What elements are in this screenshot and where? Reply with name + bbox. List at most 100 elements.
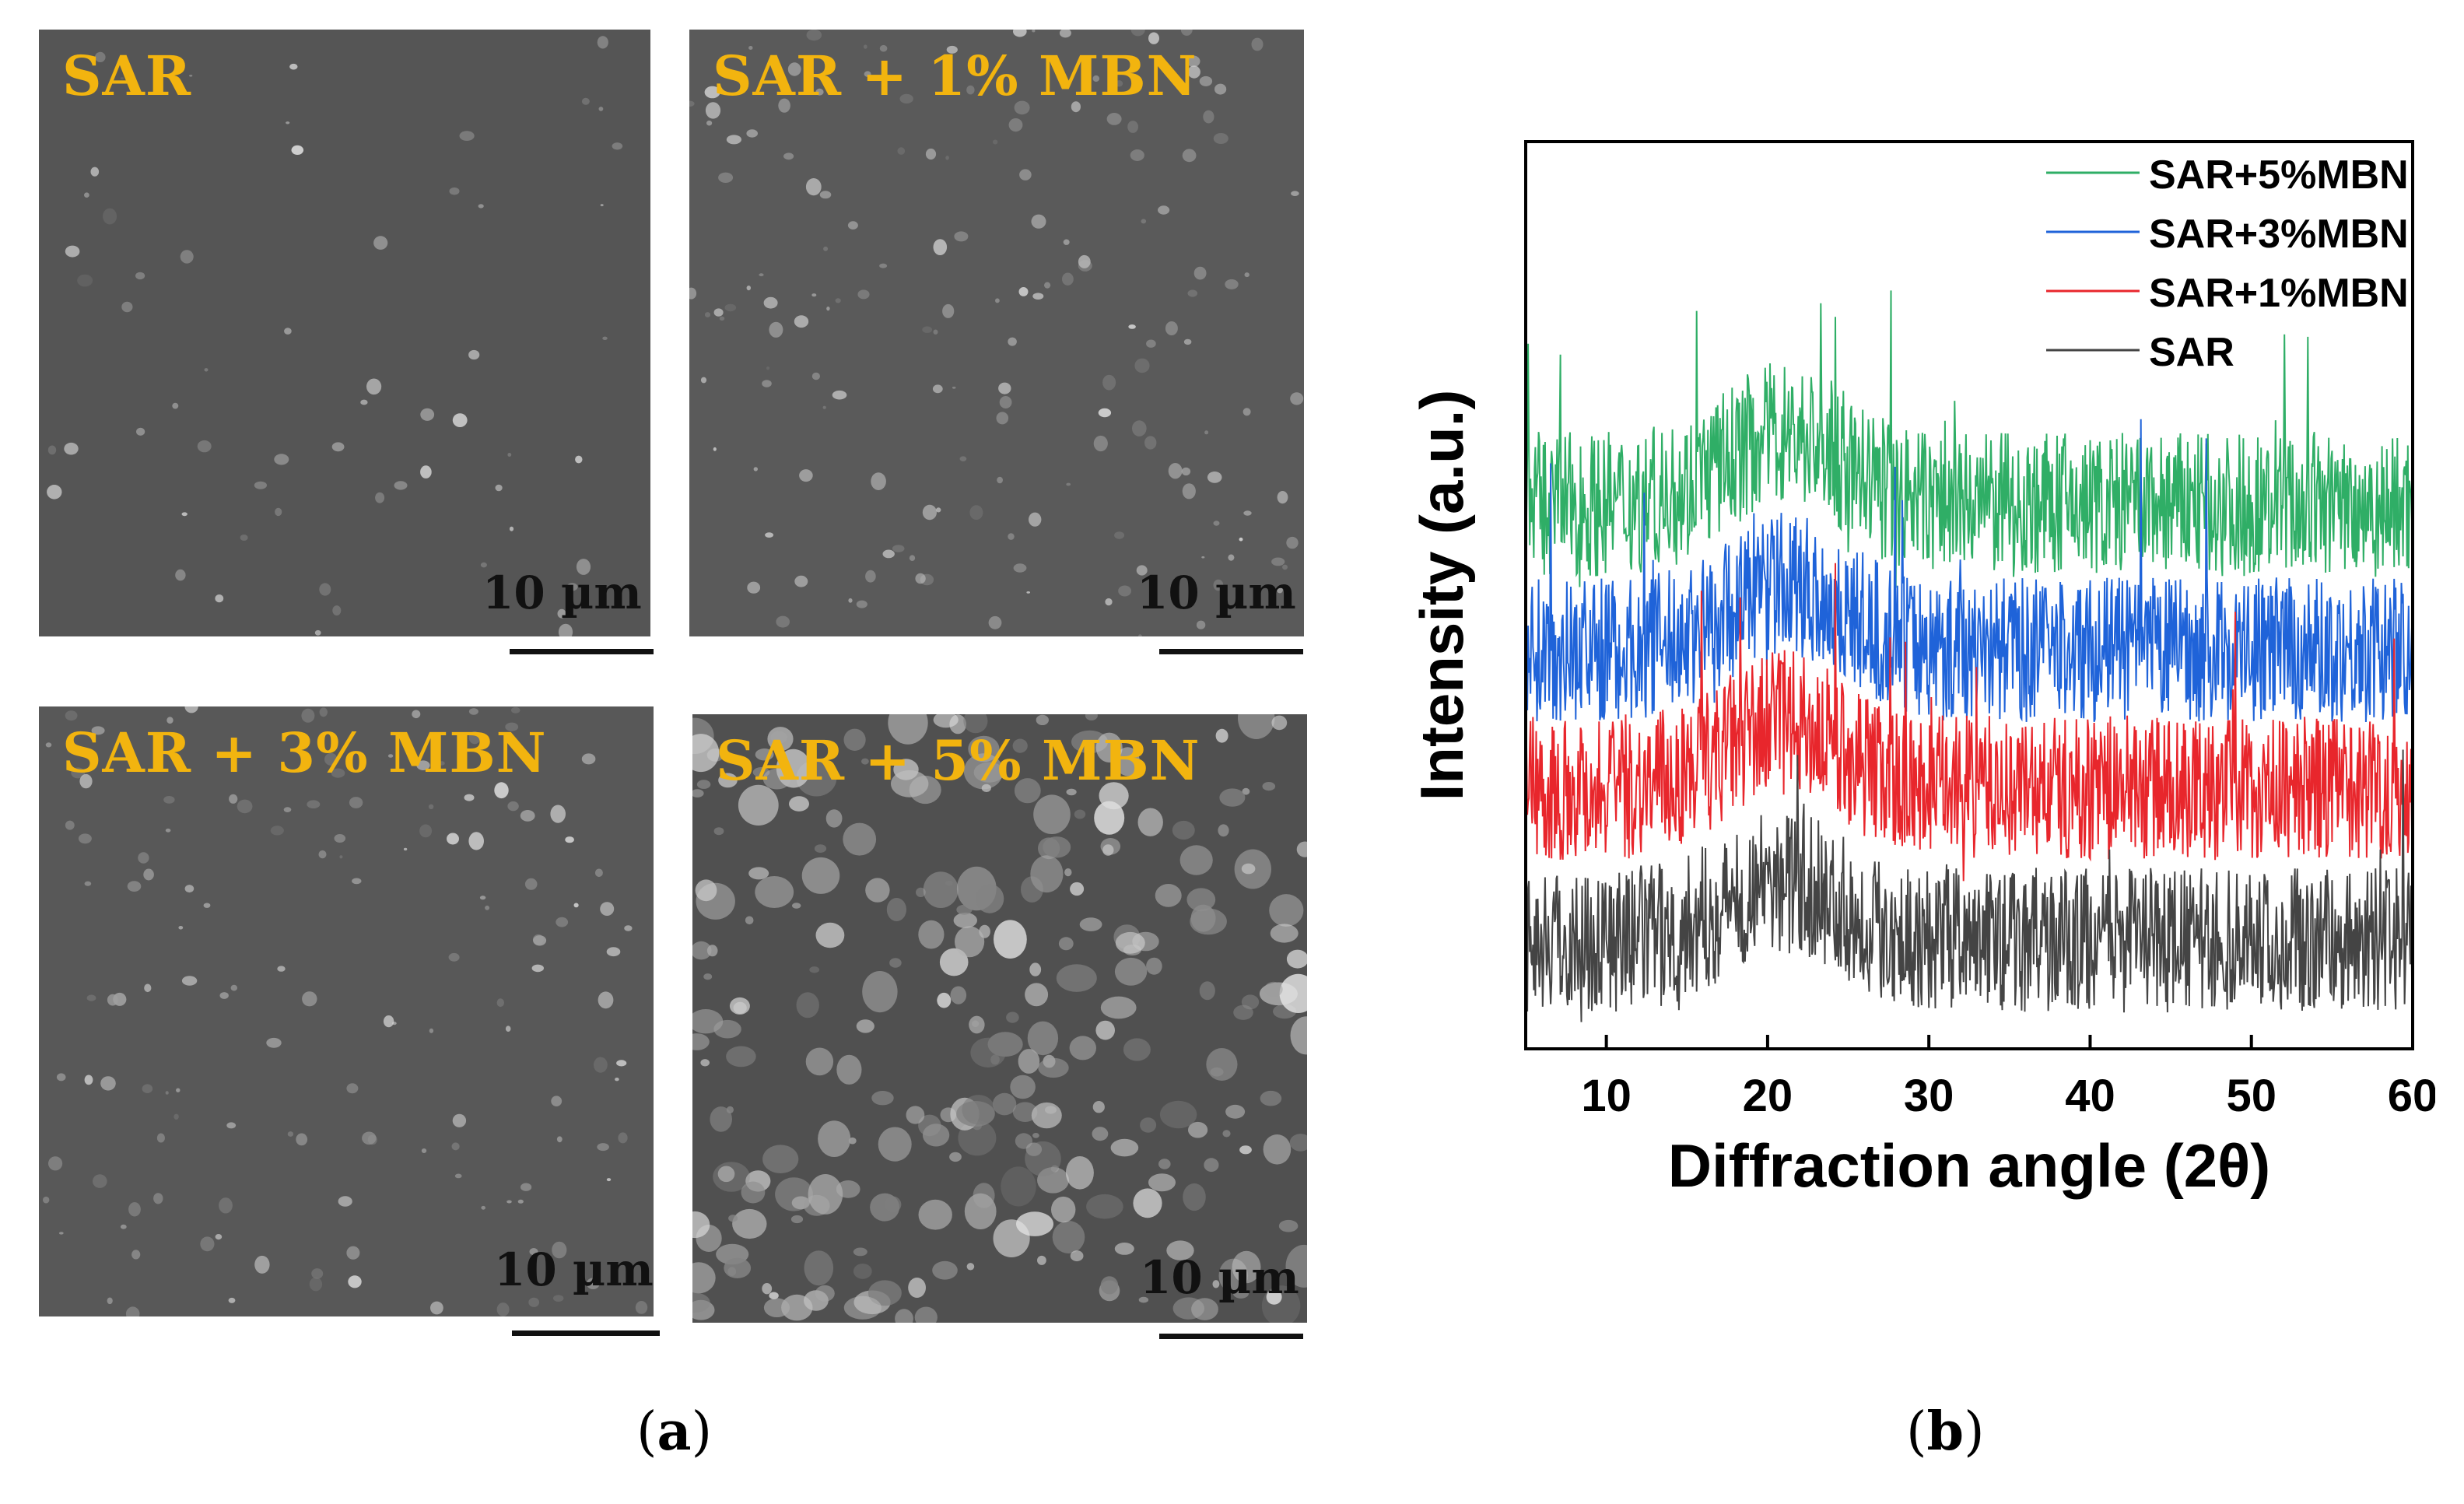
sem-particle bbox=[1186, 888, 1216, 912]
sem-particle bbox=[1168, 463, 1183, 479]
sem-particle bbox=[787, 62, 801, 76]
sem-particle bbox=[1286, 949, 1307, 969]
sem-particle bbox=[1219, 788, 1246, 807]
sem-particle bbox=[1128, 324, 1136, 329]
sem-particle bbox=[808, 1174, 843, 1215]
sem-particle bbox=[586, 1278, 600, 1289]
sem-particle bbox=[1134, 358, 1150, 373]
sem-particle bbox=[871, 1091, 894, 1106]
sem-particle bbox=[65, 245, 80, 258]
sem-particle bbox=[1264, 981, 1283, 997]
sem-particle bbox=[897, 147, 906, 155]
sem-particle bbox=[143, 868, 154, 881]
sem-particle bbox=[181, 512, 188, 517]
sem-particle bbox=[1123, 945, 1141, 955]
sem-particle bbox=[999, 396, 1012, 408]
sem-particle bbox=[1094, 801, 1125, 835]
scale-text: 10 µm bbox=[1137, 566, 1296, 619]
sem-particle bbox=[331, 768, 345, 778]
sem-particle bbox=[184, 885, 195, 893]
sem-particle bbox=[1032, 293, 1044, 300]
sem-particle bbox=[91, 726, 105, 735]
sem-particle bbox=[215, 594, 224, 603]
sem-particle bbox=[1263, 1134, 1292, 1165]
sem-particle bbox=[121, 301, 133, 313]
sem-particle bbox=[163, 796, 175, 804]
sem-particle bbox=[888, 714, 928, 745]
sem-particle bbox=[507, 801, 519, 812]
sem-particle bbox=[1115, 80, 1123, 87]
x-tick-label: 10 bbox=[1581, 1071, 1632, 1121]
sem-particle bbox=[175, 569, 186, 581]
sem-particle bbox=[692, 1211, 710, 1239]
sem-particle bbox=[144, 983, 152, 993]
sem-particle bbox=[346, 1246, 360, 1260]
sem-particle bbox=[581, 753, 596, 765]
sem-particle bbox=[103, 208, 117, 225]
sem-particle bbox=[107, 1297, 113, 1305]
sem-particle bbox=[1100, 1276, 1119, 1295]
sem-particle bbox=[125, 1306, 140, 1316]
sem-particle bbox=[334, 834, 346, 843]
sem-particle bbox=[219, 992, 229, 999]
sem-particle bbox=[746, 129, 758, 138]
sem-particle bbox=[748, 46, 753, 50]
sem-particle bbox=[769, 1292, 779, 1299]
sem-particle bbox=[836, 1054, 862, 1085]
sem-particle bbox=[732, 1208, 767, 1239]
sem-particle bbox=[1086, 1194, 1123, 1219]
sem-particle bbox=[863, 44, 867, 49]
sem-particle bbox=[277, 966, 286, 972]
sem-particle bbox=[1182, 483, 1196, 500]
sem-particle bbox=[529, 1248, 538, 1256]
sem-particle bbox=[755, 748, 774, 761]
sem-particle bbox=[775, 1177, 813, 1211]
sem-particle bbox=[922, 1124, 950, 1147]
sem-particle bbox=[1085, 714, 1098, 720]
sem-particle bbox=[1140, 1117, 1157, 1133]
sem-particle bbox=[1213, 133, 1228, 144]
sem-particle bbox=[718, 172, 734, 183]
sem-particle bbox=[864, 71, 871, 77]
legend-label: SAR+5%MBN bbox=[2149, 153, 2409, 198]
sem-particle bbox=[635, 1301, 648, 1314]
sem-particle bbox=[352, 878, 362, 885]
sem-particle bbox=[128, 1202, 141, 1217]
sem-particle bbox=[966, 1263, 975, 1271]
sem-particle bbox=[706, 120, 713, 126]
sem-particle bbox=[1186, 55, 1200, 68]
sem-particle bbox=[706, 945, 718, 957]
sem-particle bbox=[1232, 1250, 1261, 1284]
sem-particle bbox=[478, 204, 484, 209]
sem-particle bbox=[1132, 420, 1147, 436]
sem-particle bbox=[703, 973, 713, 980]
sem-particle bbox=[922, 326, 933, 334]
sem-particle bbox=[551, 1096, 563, 1106]
scale-bar bbox=[510, 649, 654, 654]
sem-particle bbox=[1191, 1298, 1218, 1320]
sem-particle bbox=[964, 1193, 997, 1229]
sem-particle bbox=[494, 782, 509, 799]
sem-particle bbox=[804, 1250, 834, 1286]
sem-particle bbox=[963, 753, 1004, 790]
sem-particle bbox=[419, 824, 433, 838]
sem-particle bbox=[528, 1297, 540, 1307]
sem-particle bbox=[700, 1059, 710, 1067]
sem-particle bbox=[1010, 1075, 1036, 1099]
sem-particle bbox=[505, 722, 519, 731]
sem-particle bbox=[689, 287, 697, 300]
sem-particle bbox=[963, 714, 988, 734]
sem-particle bbox=[319, 707, 328, 717]
sem-particle bbox=[510, 706, 520, 713]
sem-particle bbox=[1036, 714, 1049, 725]
sem-particle bbox=[338, 1196, 352, 1207]
sem-particle bbox=[893, 759, 919, 780]
sem-particle bbox=[1038, 1057, 1069, 1078]
sem-particle bbox=[1127, 121, 1138, 133]
sem-particle bbox=[717, 1166, 735, 1183]
sem-particle bbox=[692, 1262, 716, 1294]
sem-particle bbox=[594, 868, 603, 878]
sem-particle bbox=[1215, 728, 1228, 743]
sem-particle bbox=[1093, 435, 1108, 452]
sem-particle bbox=[867, 1280, 902, 1306]
